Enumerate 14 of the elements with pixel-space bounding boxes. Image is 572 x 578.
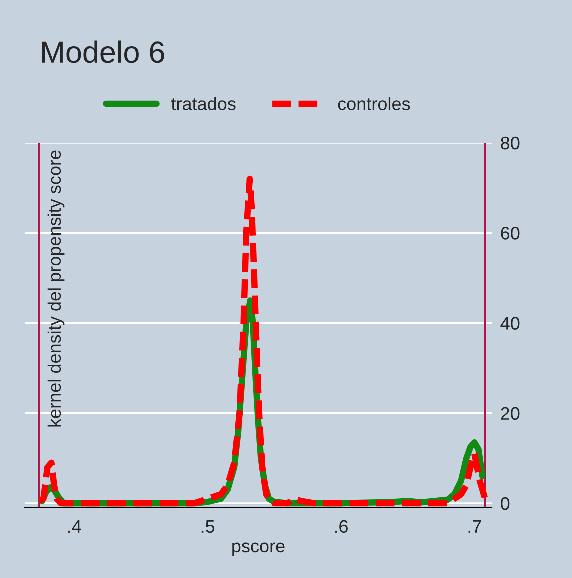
x-tick-label: .4: [68, 520, 82, 533]
x-tick-label: .5: [202, 520, 215, 534]
y-tick-label: 20: [501, 407, 520, 420]
chart-title: Modelo 6: [42, 40, 164, 64]
x-axis-title: pscore: [232, 542, 285, 556]
y-axis-title: kernel density del propensity score: [48, 150, 65, 427]
y-tick-label: 0: [501, 497, 510, 510]
x-tick-label: .7: [468, 520, 482, 533]
legend-label: controles: [338, 97, 410, 110]
legend-label: tratados: [171, 97, 236, 110]
y-tick-label: 40: [500, 317, 520, 330]
y-tick-label: 80: [501, 136, 520, 150]
x-tick-label: .6: [335, 520, 348, 534]
y-tick-label: 60: [501, 227, 520, 240]
